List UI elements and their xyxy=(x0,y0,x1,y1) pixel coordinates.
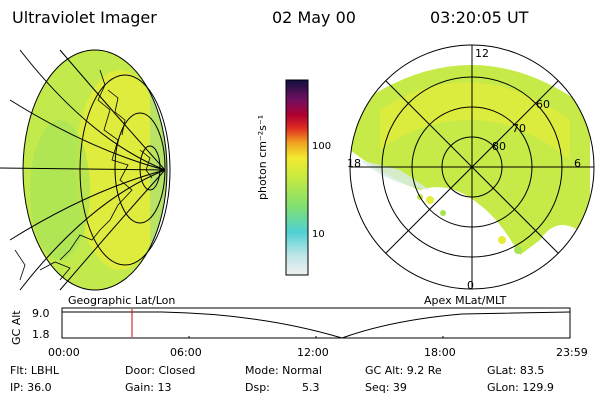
info-glon: GLon: 129.9 xyxy=(487,381,554,394)
info-dsp-label: Dsp: xyxy=(245,381,270,394)
polar-image xyxy=(349,44,595,290)
colorbar-tick-100: 100 xyxy=(312,141,332,152)
colorbar-unit-label: photon cm⁻²s⁻¹ xyxy=(256,114,269,200)
mlat-label-80: 80 xyxy=(492,140,506,153)
altplot-xtick-0: 00:00 xyxy=(48,346,80,359)
mlat-label-60: 60 xyxy=(536,98,550,111)
altplot-xtick-4: 23:59 xyxy=(556,346,588,359)
mlt-label-12: 12 xyxy=(475,47,489,60)
info-door: Door: Closed xyxy=(125,364,196,377)
mlt-label-0: 0 xyxy=(467,279,474,292)
instrument-title: Ultraviolet Imager xyxy=(12,8,157,27)
mlt-label-18: 18 xyxy=(347,157,361,170)
mlat-label-70: 70 xyxy=(512,122,526,135)
lat-lon-grid xyxy=(0,49,171,291)
time-label: 03:20:05 UT xyxy=(430,8,529,27)
info-flt: Flt: LBHL xyxy=(10,364,59,377)
altplot-xtick-2: 12:00 xyxy=(297,346,329,359)
altplot-xtick-1: 06:00 xyxy=(170,346,202,359)
apex-label: Apex MLat/MLT xyxy=(424,294,507,307)
info-mode: Mode: Normal xyxy=(245,364,322,377)
geographic-label: Geographic Lat/Lon xyxy=(68,294,176,307)
altplot-ylabel: GC Alt xyxy=(10,310,23,345)
colorbar xyxy=(285,79,309,276)
colorbar-tick-10: 10 xyxy=(312,229,325,240)
date-label: 02 May 00 xyxy=(272,8,356,27)
mlt-label-6: 6 xyxy=(574,157,581,170)
info-seq: Seq: 39 xyxy=(365,381,407,394)
info-gc-alt: GC Alt: 9.2 Re xyxy=(365,364,442,377)
info-dsp-value: 5.3 xyxy=(302,381,320,394)
altitude-plot xyxy=(61,307,571,339)
info-ip: IP: 36.0 xyxy=(10,381,52,394)
altplot-y-low: 1.8 xyxy=(32,328,50,341)
info-gain: Gain: 13 xyxy=(125,381,172,394)
altplot-xtick-3: 18:00 xyxy=(424,346,456,359)
geographic-image xyxy=(0,49,171,291)
mlat-mlt-grid xyxy=(349,44,595,290)
coastline xyxy=(14,69,153,281)
info-glat: GLat: 83.5 xyxy=(487,364,545,377)
altplot-y-high: 9.0 xyxy=(32,307,50,320)
